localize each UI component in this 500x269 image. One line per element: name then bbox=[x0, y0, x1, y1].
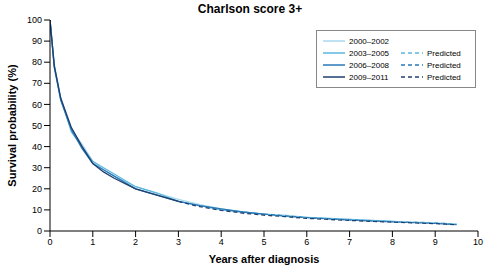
html-text:Predicted: Predicted bbox=[427, 48, 461, 58]
svg-text:10: 10 bbox=[32, 205, 42, 215]
svg-text:50: 50 bbox=[32, 121, 42, 131]
svg-text:30: 30 bbox=[32, 163, 42, 173]
svg-text:7: 7 bbox=[347, 237, 352, 247]
svg-text:4: 4 bbox=[219, 237, 224, 247]
svg-text:20: 20 bbox=[32, 184, 42, 194]
svg-text:80: 80 bbox=[32, 57, 42, 67]
svg-text:6: 6 bbox=[304, 237, 309, 247]
svg-text:Survival probability (%): Survival probability (%) bbox=[8, 64, 18, 187]
html-text:Predicted: Predicted bbox=[427, 72, 461, 82]
svg-text:8: 8 bbox=[390, 237, 395, 247]
html-text:Predicted: Predicted bbox=[427, 60, 461, 70]
svg-text:10: 10 bbox=[473, 237, 483, 247]
svg-text:40: 40 bbox=[32, 142, 42, 152]
svg-text:0: 0 bbox=[47, 237, 52, 247]
svg-text:9: 9 bbox=[433, 237, 438, 247]
svg-text:70: 70 bbox=[32, 78, 42, 88]
html-text:2000–2002: 2000–2002 bbox=[349, 36, 389, 46]
svg-text:2: 2 bbox=[133, 237, 138, 247]
html-text:Charlson score 3+: Charlson score 3+ bbox=[197, 2, 303, 16]
svg-text:Years after diagnosis: Years after diagnosis bbox=[209, 253, 320, 265]
svg-text:100: 100 bbox=[27, 15, 42, 25]
svg-text:0: 0 bbox=[37, 226, 42, 236]
svg-text:5: 5 bbox=[261, 237, 266, 247]
svg-text:90: 90 bbox=[32, 36, 42, 46]
html-text:2003–2005: 2003–2005 bbox=[349, 48, 389, 58]
svg-text:1: 1 bbox=[90, 237, 95, 247]
html-text:2009–2011: 2009–2011 bbox=[349, 72, 389, 82]
svg-text:3: 3 bbox=[176, 237, 181, 247]
html-text:2006–2008: 2006–2008 bbox=[349, 60, 389, 70]
svg-text:60: 60 bbox=[32, 100, 42, 110]
